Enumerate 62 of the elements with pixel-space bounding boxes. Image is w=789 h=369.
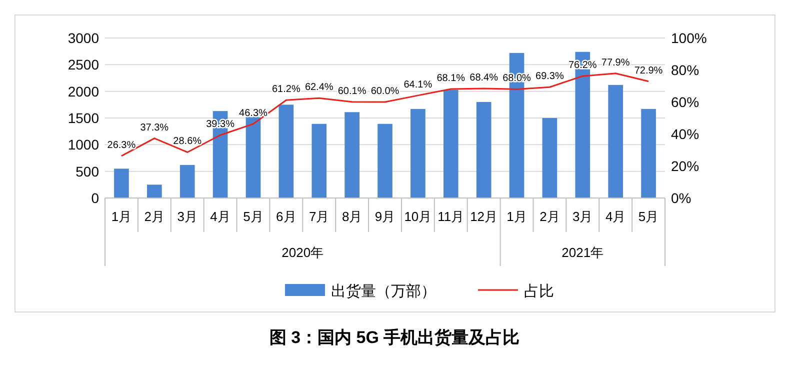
- data-label: 72.9%: [634, 65, 663, 76]
- bar: [147, 184, 162, 198]
- x-tick-label: 3月: [177, 209, 198, 224]
- bar: [542, 118, 558, 198]
- bar: [246, 114, 261, 198]
- x-tick-label: 7月: [309, 209, 330, 224]
- y2-tick-label: 20%: [671, 158, 700, 174]
- y-tick-label: 0: [91, 190, 100, 206]
- x-tick-label: 2月: [144, 209, 165, 224]
- data-label: 61.2%: [272, 84, 300, 96]
- data-label: 68.4%: [470, 72, 498, 84]
- x-tick-label: 1月: [506, 209, 527, 224]
- x-tick-label: 4月: [210, 209, 230, 224]
- data-label: 68.1%: [436, 73, 466, 84]
- text: 图 3：国内 5G 手机出货量及占比: [269, 328, 520, 347]
- y-tick-label: 500: [76, 163, 100, 180]
- y-tick-label: 1500: [68, 110, 100, 126]
- data-label: 60.0%: [370, 86, 400, 97]
- data-label: 62.4%: [304, 82, 334, 94]
- y2-tick-label: 60%: [671, 94, 700, 110]
- data-label: 77.9%: [601, 57, 630, 68]
- bar: [608, 84, 623, 198]
- y2-tick-label: 40%: [671, 126, 700, 142]
- legend-label: 出货量（万部）: [331, 283, 436, 300]
- data-label: 64.1%: [404, 79, 432, 90]
- x-tick-label: 10月: [404, 209, 432, 224]
- y2-tick-label: 80%: [671, 62, 700, 78]
- x-tick-label: 12月: [470, 209, 498, 224]
- bar: [114, 168, 129, 198]
- x-tick-label: 5月: [638, 209, 659, 224]
- bar: [278, 104, 294, 198]
- data-label: 37.3%: [140, 122, 169, 134]
- bar: [180, 164, 195, 198]
- x-tick-label: 2月: [540, 209, 560, 224]
- y-tick-label: 2000: [68, 83, 100, 100]
- y-tick-label: 2500: [68, 56, 100, 73]
- y2-tick-label: 0%: [671, 190, 692, 206]
- legend-label: 占比: [524, 283, 554, 300]
- y-tick-label: 3000: [68, 30, 100, 46]
- x-tick-label: 6月: [276, 209, 296, 224]
- data-label: 69.3%: [536, 71, 564, 82]
- data-label: 28.6%: [173, 136, 202, 148]
- x-tick-label: 3月: [572, 209, 593, 224]
- y-tick-label: 1000: [68, 136, 100, 153]
- data-label: 26.3%: [107, 140, 136, 151]
- y2-tick-label: 100%: [671, 30, 707, 46]
- x-tick-label: 5月: [243, 209, 264, 224]
- bar: [443, 90, 458, 198]
- x-tick-label: 11月: [438, 209, 464, 224]
- text: 2021年: [562, 245, 604, 260]
- bar: [312, 124, 327, 198]
- bar: [410, 108, 426, 198]
- text: 2020年: [282, 245, 324, 260]
- data-label: 60.1%: [338, 86, 366, 97]
- bar: [378, 124, 392, 198]
- x-tick-label: 9月: [374, 209, 396, 224]
- x-tick-label: 1月: [111, 209, 132, 224]
- bar: [344, 112, 360, 198]
- bar: [641, 108, 656, 198]
- x-tick-label: 4月: [605, 209, 626, 224]
- bar: [476, 102, 492, 198]
- x-tick-label: 8月: [342, 209, 362, 224]
